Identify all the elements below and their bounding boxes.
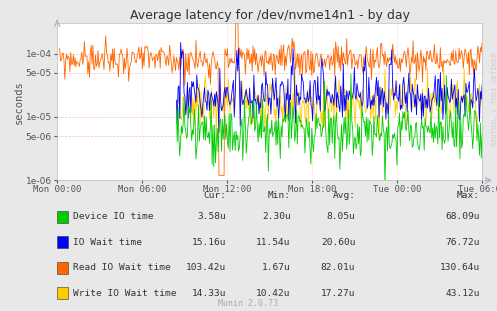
Text: 11.54u: 11.54u xyxy=(256,238,291,247)
Text: IO Wait time: IO Wait time xyxy=(73,238,142,247)
Text: 82.01u: 82.01u xyxy=(321,263,355,272)
Text: 1.67u: 1.67u xyxy=(262,263,291,272)
Text: 15.16u: 15.16u xyxy=(192,238,226,247)
Text: 3.58u: 3.58u xyxy=(197,212,226,221)
Text: Min:: Min: xyxy=(268,191,291,200)
Text: Write IO Wait time: Write IO Wait time xyxy=(73,289,176,298)
Text: 43.12u: 43.12u xyxy=(445,289,480,298)
Text: 103.42u: 103.42u xyxy=(186,263,226,272)
Text: Avg:: Avg: xyxy=(332,191,355,200)
Text: 68.09u: 68.09u xyxy=(445,212,480,221)
Text: 76.72u: 76.72u xyxy=(445,238,480,247)
Text: RRDTOOL / TOBI OETIKER: RRDTOOL / TOBI OETIKER xyxy=(492,53,497,146)
Text: Cur:: Cur: xyxy=(203,191,226,200)
Text: 130.64u: 130.64u xyxy=(439,263,480,272)
Text: 10.42u: 10.42u xyxy=(256,289,291,298)
Y-axis label: seconds: seconds xyxy=(14,80,24,124)
Text: 14.33u: 14.33u xyxy=(192,289,226,298)
Title: Average latency for /dev/nvme14n1 - by day: Average latency for /dev/nvme14n1 - by d… xyxy=(130,9,410,22)
Text: Device IO time: Device IO time xyxy=(73,212,154,221)
Text: 17.27u: 17.27u xyxy=(321,289,355,298)
Text: 2.30u: 2.30u xyxy=(262,212,291,221)
Text: Munin 2.0.73: Munin 2.0.73 xyxy=(219,299,278,308)
Text: 8.05u: 8.05u xyxy=(327,212,355,221)
Text: Max:: Max: xyxy=(457,191,480,200)
Text: 20.60u: 20.60u xyxy=(321,238,355,247)
Text: Read IO Wait time: Read IO Wait time xyxy=(73,263,171,272)
